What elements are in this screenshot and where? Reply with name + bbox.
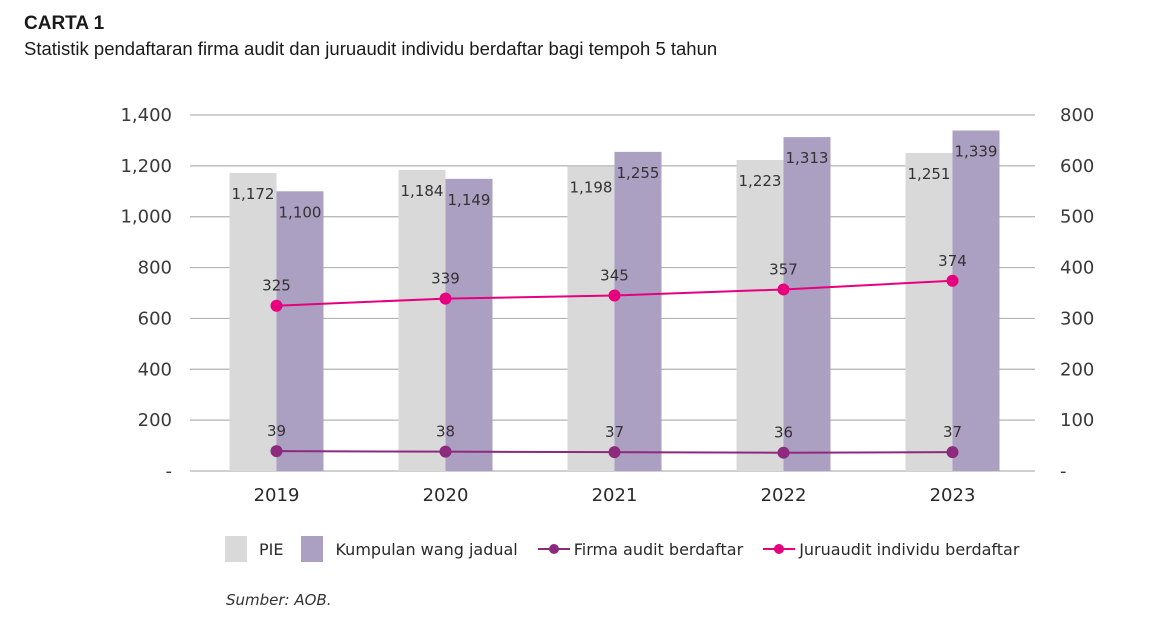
- right-tick-label: 300: [1060, 308, 1094, 329]
- data-label-juruaudit: 357: [769, 260, 798, 278]
- legend-item-juruaudit: Juruaudit individu berdaftar: [761, 540, 1019, 559]
- data-label-kumpulan: 1,255: [617, 164, 660, 182]
- right-tick-label: 100: [1060, 410, 1094, 431]
- right-tick-label: 600: [1060, 156, 1094, 177]
- bar-pie: [736, 160, 784, 471]
- gridlines: [190, 114, 1035, 472]
- data-label-kumpulan: 1,100: [279, 203, 322, 221]
- bar-kumpulan: [614, 151, 662, 471]
- data-label-firma: 38: [436, 423, 455, 441]
- legend-label-kumpulan: Kumpulan wang jadual: [335, 539, 518, 559]
- juruaudit-line-marker-icon: [763, 544, 796, 554]
- legend-label-firma: Firma audit berdaftar: [573, 539, 744, 559]
- marker-juruaudit: [946, 274, 959, 287]
- data-label-juruaudit: 325: [262, 277, 291, 295]
- left-tick-label: 800: [138, 258, 172, 279]
- data-label-firma: 37: [943, 423, 962, 441]
- bar-pie: [567, 166, 615, 471]
- data-label-kumpulan: 1,313: [786, 149, 829, 167]
- right-tick-label: 200: [1060, 359, 1094, 380]
- left-tick-label: -: [166, 461, 173, 482]
- data-label-pie: 1,251: [908, 165, 951, 183]
- right-axis-ticks: - 100 200 300 400 500 600 800: [1060, 105, 1094, 482]
- data-label-pie: 1,223: [739, 172, 782, 190]
- bar-pie: [905, 152, 953, 472]
- marker-firma: [777, 446, 790, 459]
- left-tick-label: 1,000: [120, 207, 172, 228]
- bar-kumpulan: [783, 137, 831, 471]
- marker-firma: [608, 446, 621, 459]
- right-tick-label: -: [1060, 461, 1067, 482]
- left-tick-label: 1,400: [120, 105, 172, 126]
- marker-firma: [270, 445, 283, 458]
- legend-label-pie: PIE: [259, 539, 284, 559]
- left-axis-ticks: - 200 400 600 800 1,000 1,200 1,400: [120, 105, 172, 482]
- data-label-pie: 1,184: [401, 182, 444, 200]
- marker-firma: [946, 446, 959, 459]
- legend-item-pie: PIE: [225, 536, 283, 562]
- right-tick-label: 400: [1060, 258, 1094, 279]
- source-note: Sumber: AOB.: [226, 591, 332, 609]
- data-label-juruaudit: 339: [431, 270, 460, 288]
- lines: 39 38 37 36 37 325 339 345 357 374: [262, 252, 967, 459]
- marker-juruaudit: [439, 292, 452, 305]
- x-tick-label: 2020: [423, 485, 469, 506]
- x-tick-label: 2021: [592, 485, 638, 506]
- left-tick-label: 600: [138, 308, 172, 329]
- legend: PIE Kumpulan wang jadual Firma audit ber…: [225, 536, 1037, 562]
- bar-kumpulan: [445, 178, 493, 471]
- legend-item-firma: Firma audit berdaftar: [536, 540, 743, 559]
- legend-label-juruaudit: Juruaudit individu berdaftar: [799, 539, 1020, 559]
- data-label-juruaudit: 345: [600, 267, 629, 285]
- data-label-firma: 37: [605, 423, 624, 441]
- right-tick-label: 500: [1060, 207, 1094, 228]
- data-label-juruaudit: 374: [938, 252, 967, 270]
- x-axis-ticks: 2019 2020 2021 2022 2023: [254, 485, 976, 506]
- kumpulan-swatch-icon: [301, 536, 324, 562]
- firma-line-marker-icon: [537, 544, 570, 554]
- left-tick-label: 400: [138, 359, 172, 380]
- left-tick-label: 1,200: [120, 156, 172, 177]
- data-label-pie: 1,198: [570, 178, 613, 196]
- legend-item-kumpulan: Kumpulan wang jadual: [301, 536, 518, 562]
- data-label-kumpulan: 1,339: [955, 143, 998, 161]
- data-label-kumpulan: 1,149: [448, 191, 491, 209]
- data-label-pie: 1,172: [232, 185, 275, 203]
- data-label-firma: 39: [267, 422, 286, 440]
- chart-subtitle: Statistik pendaftaran firma audit dan ju…: [24, 38, 718, 59]
- pie-swatch-icon: [225, 536, 247, 562]
- marker-firma: [439, 445, 452, 458]
- x-tick-label: 2022: [761, 485, 807, 506]
- bar-kumpulan: [952, 130, 1000, 472]
- bar-pie: [398, 169, 446, 471]
- x-tick-label: 2023: [930, 485, 976, 506]
- data-label-firma: 36: [774, 424, 793, 442]
- x-tick-label: 2019: [254, 485, 300, 506]
- left-tick-label: 200: [138, 410, 172, 431]
- right-tick-label: 800: [1060, 105, 1094, 126]
- marker-juruaudit: [777, 283, 790, 296]
- marker-juruaudit: [608, 289, 621, 302]
- bar-pie: [229, 172, 277, 471]
- chart-title: CARTA 1: [24, 13, 105, 34]
- bar-kumpulan: [276, 191, 324, 472]
- marker-juruaudit: [270, 299, 283, 312]
